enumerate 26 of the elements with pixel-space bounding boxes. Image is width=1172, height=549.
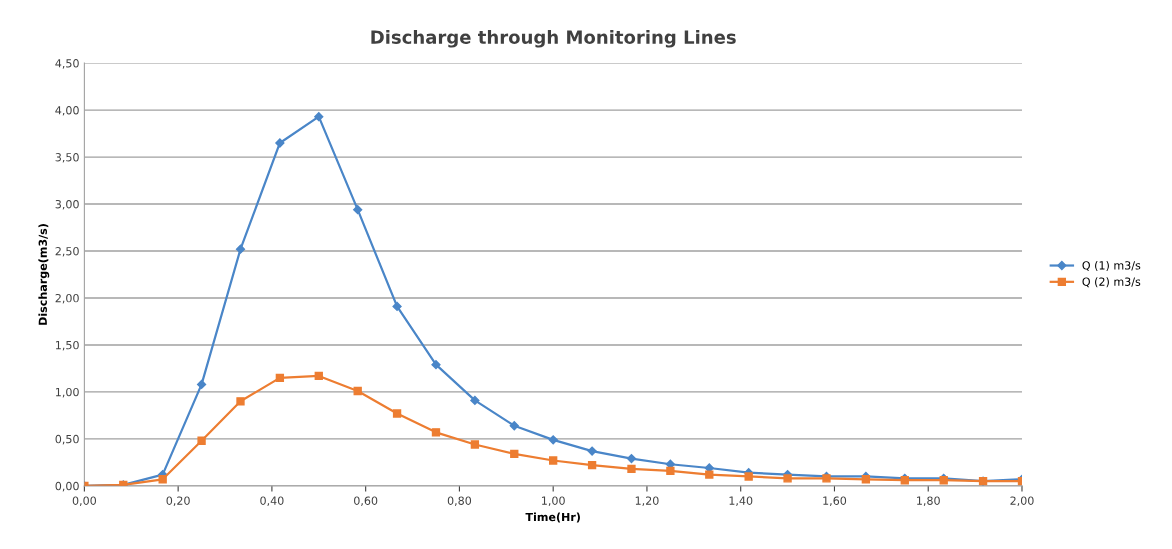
x-tick-label: 1,80 — [917, 496, 940, 507]
y-tick-label: 0,50 — [55, 434, 79, 445]
legend-label: Q (1) m3/s — [1082, 260, 1141, 271]
x-tick-label: 0,20 — [166, 496, 190, 507]
x-tick-label: 0,80 — [447, 496, 472, 507]
y-tick-label: 3,50 — [55, 153, 79, 163]
x-tick-label: 1,40 — [729, 496, 753, 507]
x-tick-label: 1,20 — [635, 496, 659, 507]
x-tick-label: 0,00 — [72, 496, 97, 507]
y-tick-label: 4,50 — [55, 59, 79, 69]
x-tick-label: 0,40 — [260, 496, 284, 507]
y-tick-label: 1,00 — [56, 387, 79, 398]
y-axis-title: Discharge(m3/s) — [38, 224, 50, 325]
y-tick-label: 0,00 — [55, 481, 79, 492]
x-tick-label: 1,00 — [542, 496, 565, 507]
x-tick-label: 2,00 — [1010, 496, 1034, 507]
legend-label: Q (2) m3/s — [1082, 277, 1141, 288]
chart-title: Discharge through Monitoring Lines — [371, 29, 736, 48]
y-tick-label: 2,00 — [55, 293, 79, 304]
y-tick-label: 3,00 — [55, 200, 79, 210]
x-axis-title: Time(Hr) — [525, 512, 580, 523]
y-tick-label: 1,50 — [56, 340, 79, 351]
x-tick-label: 1,60 — [823, 496, 847, 507]
y-tick-label: 4,00 — [55, 106, 79, 116]
x-tick-label: 0,60 — [354, 496, 378, 507]
y-tick-label: 2,50 — [55, 246, 79, 257]
